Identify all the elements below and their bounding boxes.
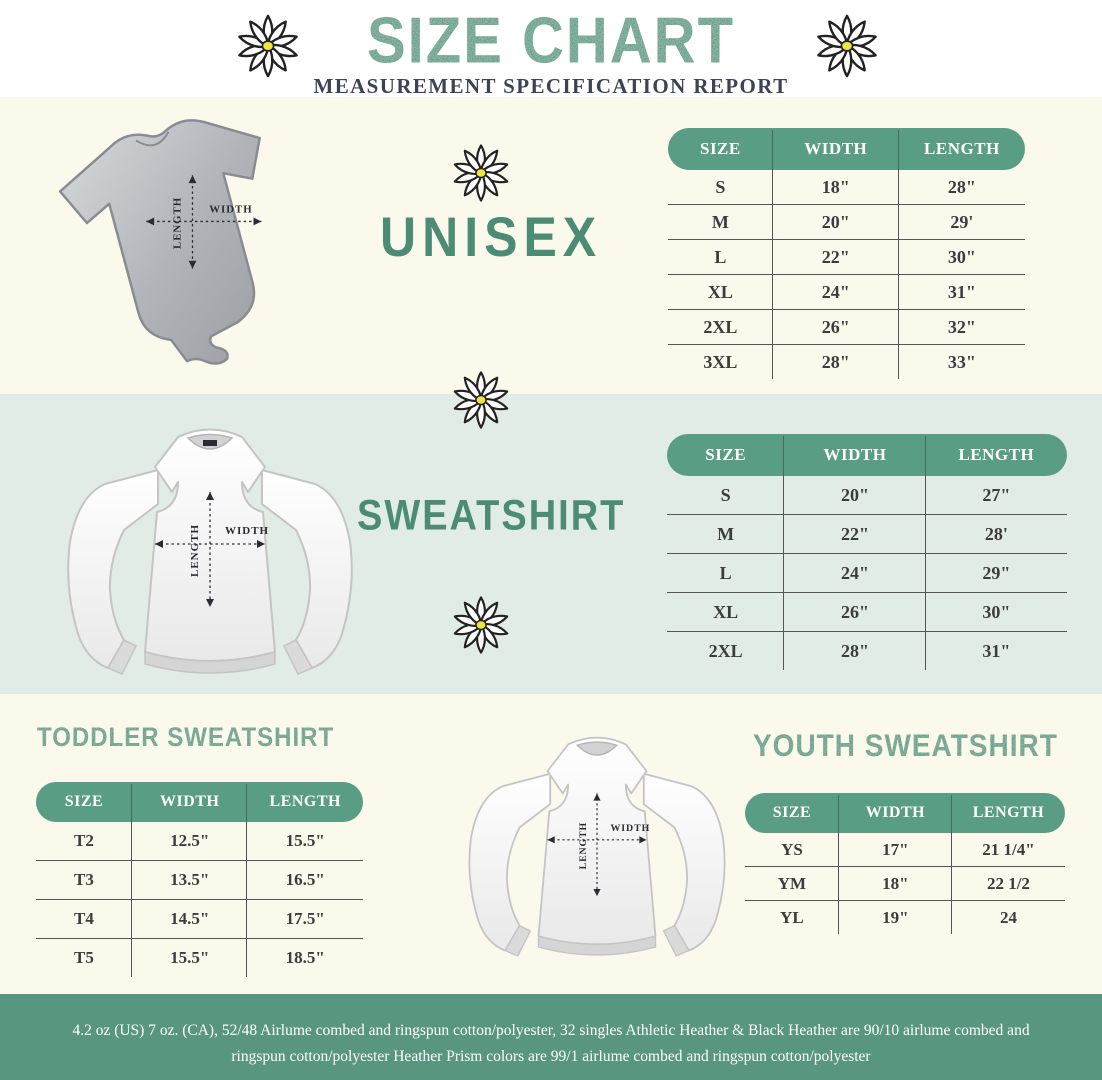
svg-text:WIDTH: WIDTH: [209, 204, 252, 216]
svg-text:LENGTH: LENGTH: [189, 524, 201, 577]
svg-text:WIDTH: WIDTH: [225, 525, 269, 537]
svg-text:LENGTH: LENGTH: [578, 822, 589, 869]
svg-text:LENGTH: LENGTH: [172, 197, 184, 249]
svg-text:WIDTH: WIDTH: [611, 823, 651, 834]
